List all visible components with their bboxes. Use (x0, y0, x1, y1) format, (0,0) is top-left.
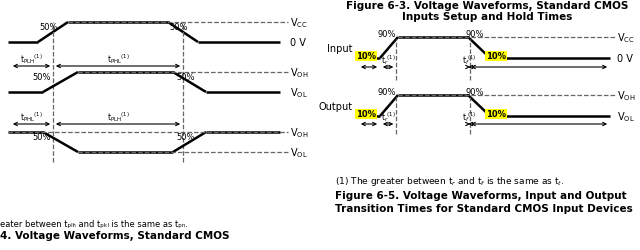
Text: Figure 6-5. Voltage Waveforms, Input and Output: Figure 6-5. Voltage Waveforms, Input and… (335, 190, 627, 200)
Text: 90%: 90% (377, 88, 396, 97)
Text: V$_{\rm OH}$: V$_{\rm OH}$ (290, 66, 308, 80)
Text: t$_f$$^{(1)}$: t$_f$$^{(1)}$ (462, 110, 476, 124)
Text: 10%: 10% (486, 110, 506, 119)
Bar (485, 52, 507, 62)
Text: 10%: 10% (356, 52, 376, 61)
Text: 90%: 90% (377, 30, 396, 39)
Text: 10%: 10% (356, 110, 376, 119)
Text: V$_{\rm OL}$: V$_{\rm OL}$ (290, 146, 308, 159)
Text: 50%: 50% (32, 132, 51, 141)
Text: V$_{\rm CC}$: V$_{\rm CC}$ (617, 31, 635, 45)
Text: 90%: 90% (465, 88, 483, 97)
Text: V$_{\rm OH}$: V$_{\rm OH}$ (290, 126, 308, 139)
Text: Input: Input (328, 43, 353, 53)
Text: V$_{\rm OL}$: V$_{\rm OL}$ (290, 86, 308, 100)
Text: t$_r$$^{(1)}$: t$_r$$^{(1)}$ (381, 110, 396, 124)
Bar (355, 52, 377, 62)
Text: t$_{\rm PHL}$$^{(1)}$: t$_{\rm PHL}$$^{(1)}$ (107, 52, 129, 66)
Text: 50%: 50% (169, 23, 188, 32)
Text: V$_{\rm OL}$: V$_{\rm OL}$ (617, 110, 635, 124)
Text: t$_{\rm PHL}$$^{(1)}$: t$_{\rm PHL}$$^{(1)}$ (20, 110, 43, 124)
Text: Transition Times for Standard CMOS Input Devices: Transition Times for Standard CMOS Input… (335, 203, 633, 213)
Text: 0 V: 0 V (617, 54, 633, 64)
Text: t$_{\rm PLH}$$^{(1)}$: t$_{\rm PLH}$$^{(1)}$ (107, 110, 129, 124)
Text: 0 V: 0 V (290, 38, 306, 48)
Text: (1) The greater between t$_r$ and t$_f$ is the same as t$_t$.: (1) The greater between t$_r$ and t$_f$ … (335, 174, 564, 187)
Text: 90%: 90% (465, 30, 483, 39)
Text: Inputs Setup and Hold Times: Inputs Setup and Hold Times (402, 12, 572, 22)
Text: 50%: 50% (39, 23, 58, 32)
Text: 50%: 50% (176, 132, 195, 141)
Bar (485, 110, 507, 120)
Text: t$_r$$^{(1)}$: t$_r$$^{(1)}$ (381, 53, 396, 67)
Text: V$_{\rm CC}$: V$_{\rm CC}$ (290, 16, 308, 30)
Text: 4. Voltage Waveforms, Standard CMOS: 4. Voltage Waveforms, Standard CMOS (0, 230, 230, 240)
Text: t$_{\rm PLH}$$^{(1)}$: t$_{\rm PLH}$$^{(1)}$ (20, 52, 43, 66)
Text: eater between tₚₗₕ and tₚₖₗ is the same as tₚₙ.: eater between tₚₗₕ and tₚₖₗ is the same … (0, 219, 188, 228)
Bar (355, 110, 377, 120)
Text: V$_{\rm OH}$: V$_{\rm OH}$ (617, 89, 636, 102)
Text: 10%: 10% (486, 52, 506, 61)
Text: t$_f$$^{(1)}$: t$_f$$^{(1)}$ (462, 53, 476, 67)
Text: 50%: 50% (176, 73, 195, 82)
Text: Output: Output (319, 101, 353, 111)
Text: 50%: 50% (32, 73, 51, 82)
Text: Figure 6-3. Voltage Waveforms, Standard CMOS: Figure 6-3. Voltage Waveforms, Standard … (346, 1, 628, 11)
